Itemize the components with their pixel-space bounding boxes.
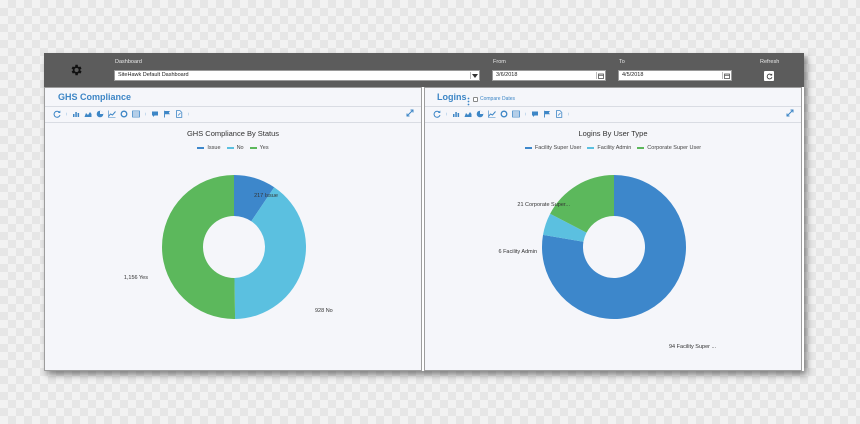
from-date-value: 3/6/2018: [496, 72, 518, 78]
chart-toolbar: [433, 109, 574, 119]
divider: [425, 106, 801, 107]
to-date-value: 4/5/2018: [622, 72, 644, 78]
pie-chart-icon[interactable]: [476, 110, 484, 118]
refresh-icon: [766, 73, 772, 79]
donut-slice[interactable]: [550, 175, 614, 233]
pie-chart-icon[interactable]: [96, 110, 104, 118]
legend-label: Facility Super User: [534, 145, 582, 151]
legend-item[interactable]: Issue: [197, 145, 221, 151]
legend-item[interactable]: Facility Super User: [524, 145, 582, 151]
donut-slice[interactable]: [542, 175, 686, 319]
area-chart-icon[interactable]: [464, 110, 472, 118]
donut-chart: 94 Facility Super ... 6 Facility Admin 21 …: [498, 175, 717, 350]
donut-slice[interactable]: [543, 213, 587, 242]
panel-title: Logins: [437, 92, 467, 102]
chevron-down-icon[interactable]: [470, 72, 478, 79]
divider: [45, 122, 421, 123]
data-label: 21 Corporate Super...: [517, 202, 570, 208]
refresh-button[interactable]: [764, 71, 774, 81]
legend-label: Yes: [259, 145, 269, 151]
legend-swatch: [524, 147, 532, 149]
legend-label: Facility Admin: [597, 145, 632, 151]
refresh-icon[interactable]: [53, 110, 61, 118]
donut-slice[interactable]: [234, 187, 306, 319]
legend-item[interactable]: Yes: [249, 145, 269, 151]
chart-toolbar: [53, 109, 194, 119]
checkbox[interactable]: [473, 96, 478, 102]
comment-icon[interactable]: [151, 110, 159, 118]
compare-dates-label: Compare Dates: [480, 96, 516, 102]
from-label: From: [493, 59, 506, 65]
more-vertical-icon[interactable]: [567, 110, 570, 118]
line-chart-icon[interactable]: [488, 110, 496, 118]
data-label: 1,156 Yes: [124, 275, 148, 281]
legend-swatch: [637, 147, 645, 149]
line-chart-icon[interactable]: [108, 110, 116, 118]
bar-chart-icon[interactable]: [72, 110, 80, 118]
more-vertical-icon[interactable]: [524, 110, 527, 118]
legend-swatch: [587, 147, 595, 149]
legend-label: No: [236, 145, 244, 151]
more-vertical-icon[interactable]: [65, 110, 68, 118]
more-vertical-icon[interactable]: [144, 110, 147, 118]
flag-icon[interactable]: [163, 110, 171, 118]
chart-legend: Facility Super User Facility Admin Corpora…: [425, 145, 801, 151]
legend-swatch: [226, 147, 234, 149]
donut-chart-icon[interactable]: [120, 110, 128, 118]
to-date-field[interactable]: 4/5/2018: [618, 70, 732, 81]
donut-chart: 217 Issue 928 No 1,156 Yes: [124, 175, 333, 319]
comment-icon[interactable]: [531, 110, 539, 118]
chart-title: Logins By User Type: [578, 129, 648, 138]
ghs-compliance-panel: GHS Compliance GHS Compliance By Status …: [44, 87, 422, 371]
divider: [45, 106, 421, 107]
expand-icon[interactable]: [406, 109, 414, 117]
gear-icon[interactable]: [69, 63, 83, 77]
logins-panel: Logins Compare Dates Logins By User Type…: [424, 87, 802, 371]
bar-chart-icon[interactable]: [452, 110, 460, 118]
divider: [425, 122, 801, 123]
export-icon[interactable]: [555, 110, 563, 118]
table-icon[interactable]: [512, 110, 520, 118]
legend-item[interactable]: Corporate Super User: [637, 145, 701, 151]
data-label: 94 Facility Super ...: [669, 344, 717, 350]
area-chart-icon[interactable]: [84, 110, 92, 118]
legend-label: Corporate Super User: [647, 145, 702, 151]
dashboard-header: Dashboard SiteHawk Default Dashboard Fro…: [44, 53, 804, 87]
from-date-field[interactable]: 3/6/2018: [492, 70, 606, 81]
legend-label: Issue: [207, 145, 221, 151]
data-label: 928 No: [315, 308, 333, 314]
dashboard-window: Dashboard SiteHawk Default Dashboard Fro…: [44, 53, 804, 371]
chart-title: GHS Compliance By Status: [186, 129, 280, 138]
export-icon[interactable]: [175, 110, 183, 118]
calendar-icon[interactable]: [596, 72, 604, 79]
refresh-icon[interactable]: [433, 110, 441, 118]
donut-slice[interactable]: [234, 175, 275, 222]
dashboard-select-value: SiteHawk Default Dashboard: [118, 72, 189, 78]
legend-swatch: [197, 147, 205, 149]
data-label: 6 Facility Admin: [498, 249, 537, 255]
to-label: To: [619, 59, 625, 65]
expand-icon[interactable]: [786, 109, 794, 117]
legend-swatch: [249, 147, 257, 149]
donut-chart-icon[interactable]: [500, 110, 508, 118]
panel-title: GHS Compliance: [58, 92, 132, 102]
flag-icon[interactable]: [543, 110, 551, 118]
dashboard-label: Dashboard: [115, 59, 142, 65]
dashboard-select[interactable]: SiteHawk Default Dashboard: [114, 70, 480, 81]
more-vertical-icon[interactable]: [187, 110, 190, 118]
table-icon[interactable]: [132, 110, 140, 118]
more-vertical-icon[interactable]: [445, 110, 448, 118]
calendar-icon[interactable]: [722, 72, 730, 79]
chart-legend: Issue No Yes: [45, 145, 421, 151]
more-vertical-icon[interactable]: [467, 93, 470, 106]
legend-item[interactable]: Facility Admin: [587, 145, 631, 151]
legend-item[interactable]: No: [226, 145, 244, 151]
refresh-label: Refresh: [760, 59, 780, 65]
donut-slice[interactable]: [162, 175, 236, 319]
compare-dates-toggle[interactable]: Compare Dates: [473, 96, 515, 102]
data-label: 217 Issue: [254, 193, 278, 199]
